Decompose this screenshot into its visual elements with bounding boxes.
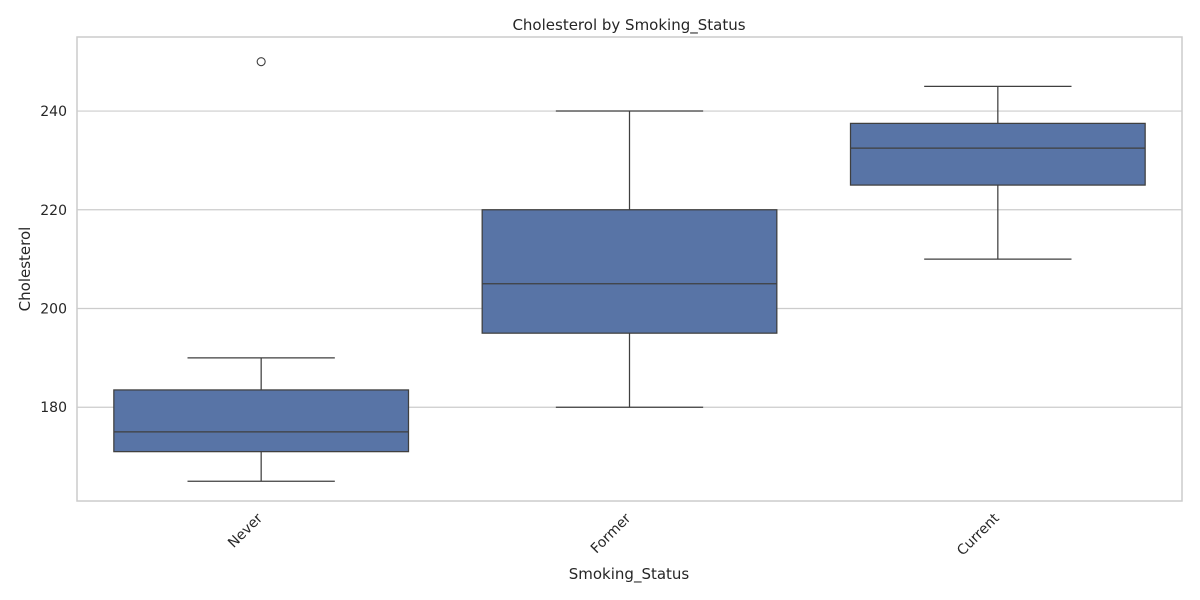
y-tick-label: 240: [40, 104, 67, 120]
x-axis-ticks: Never Former Current: [225, 510, 1003, 559]
x-tick-label: Current: [954, 510, 1003, 559]
x-tick-label: Never: [225, 510, 266, 551]
x-axis-label: Smoking_Status: [569, 565, 690, 584]
iqr-box: [481, 209, 778, 334]
y-tick-label: 200: [40, 301, 67, 317]
box-never: [113, 57, 410, 482]
y-axis-label: Cholesterol: [16, 227, 34, 312]
box-former: [481, 110, 778, 408]
box-current: [849, 85, 1146, 260]
plot-frame: [76, 36, 1183, 502]
y-tick-label: 180: [40, 400, 67, 416]
iqr-box: [849, 122, 1146, 186]
chart-title: Cholesterol by Smoking_Status: [512, 16, 745, 35]
box-plot-group: [113, 57, 1146, 482]
x-tick-label: Former: [588, 510, 635, 557]
iqr-box: [113, 389, 410, 453]
y-tick-label: 220: [40, 203, 67, 219]
y-axis-ticks: 180 200 220 240: [40, 104, 67, 416]
outlier-point: [256, 57, 266, 67]
